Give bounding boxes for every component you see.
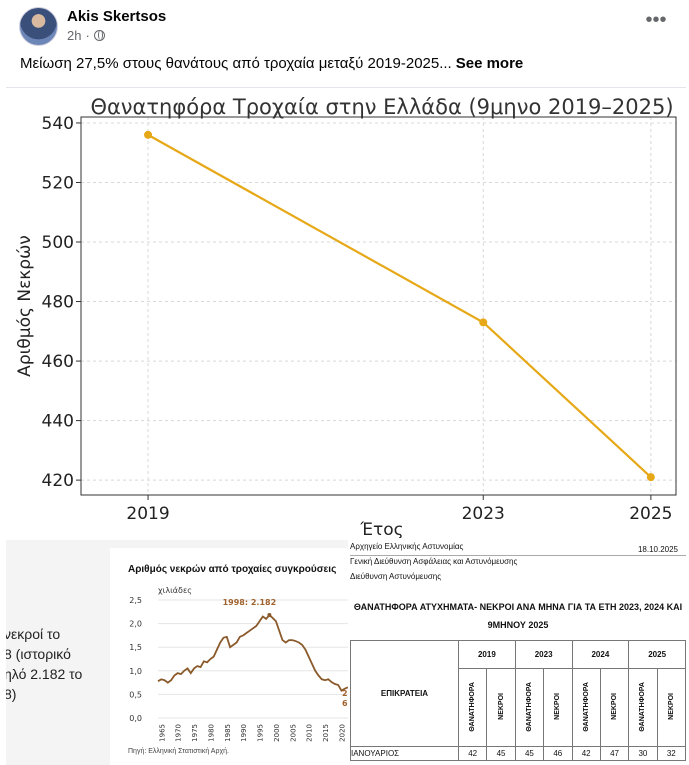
y-tick-label: 520 (42, 173, 74, 193)
mini-x-tick-label: 1975 (191, 724, 199, 742)
mini-last-annotation: 202 (342, 689, 348, 698)
historical-chart-title: Αριθμός νεκρών από τροχαίες συγκρούσεις (128, 564, 337, 575)
x-tick-label: 2019 (126, 504, 169, 524)
archive-row: Αρχηγείο Ελληνικής Αστυνομίας 18.10.2025 (350, 542, 686, 556)
mini-x-tick-label: 1985 (224, 724, 232, 742)
col-dead-header: ΝΕΚΡΟΙ (667, 693, 675, 720)
mini-x-tick-label: 2015 (322, 724, 330, 742)
data-point (646, 473, 655, 482)
post-time[interactable]: 2h (67, 28, 82, 43)
col-fatal-header: ΘΑΝΑΤΗΦΟΡΑ (469, 681, 477, 732)
more-options-button[interactable]: ••• (645, 9, 667, 31)
y-tick-label: 540 (42, 114, 74, 134)
col-dead-header: ΝΕΚΡΟΙ (554, 693, 562, 720)
year-header: 2024 (571, 640, 630, 669)
table-cell: 46 (543, 746, 573, 761)
col-dead-header: ΝΕΚΡΟΙ (497, 693, 505, 720)
post-header: Akis Skertsos 2h · ••• (0, 0, 689, 52)
row-month: ΙΑΝΟΥΑΡΙΟΣ (350, 746, 459, 761)
mini-x-tick-label: 1995 (257, 724, 265, 742)
historical-chart-source: Πηγή: Ελληνική Στατιστική Αρχή. (128, 748, 229, 755)
mini-y-tick-label: 0,0 (129, 714, 142, 723)
dept1-label: Γενική Διεύθυνση Ασφάλειας και Αστυνόμευ… (350, 557, 518, 566)
data-point (144, 130, 153, 139)
mini-last-value: 62 (342, 699, 348, 708)
col-fatal-header: ΘΑΝΑΤΗΦΟΡΑ (582, 681, 590, 732)
main-chart-svg: Θανατηφόρα Τροχαία στην Ελλάδα (9μηνο 20… (15, 95, 677, 538)
y-tick-label: 480 (42, 293, 74, 313)
post-meta: 2h · (67, 28, 105, 43)
historical-chart: Αριθμός νεκρών από τροχαίες συγκρούσεις … (110, 548, 348, 765)
historical-chart-panel: νεκροί το 8 (ιστορικό ηλό 2.182 το 8) Αρ… (6, 540, 348, 765)
chart-title: Θανατηφόρα Τροχαία στην Ελλάδα (9μηνο 20… (90, 95, 673, 119)
y-tick-label: 460 (42, 352, 74, 372)
data-point (479, 318, 488, 327)
table-cell: 42 (457, 746, 488, 761)
table-cell: 47 (599, 746, 630, 761)
table-cell: 45 (486, 746, 516, 761)
col-dead-header: ΝΕΚΡΟΙ (611, 693, 619, 720)
side-text-line: 8 (ιστορικό (6, 646, 71, 662)
side-text-line: 8) (6, 686, 17, 702)
mini-x-tick-label: 2005 (289, 724, 297, 742)
side-text: νεκροί το 8 (ιστορικό ηλό 2.182 το 8) (6, 624, 82, 704)
y-tick-label: 420 (42, 471, 74, 491)
main-line-chart: Θανατηφόρα Τροχαία στην Ελλάδα (9μηνο 20… (6, 88, 686, 538)
mini-series-line (157, 613, 348, 692)
mini-x-tick-label: 2000 (273, 724, 281, 742)
mini-x-tick-label: 1965 (158, 724, 166, 742)
mini-x-tick-label: 2020 (338, 724, 346, 742)
document-date: 18.10.2025 (637, 545, 678, 554)
side-text-line: νεκροί το (6, 626, 61, 642)
year-header: 2025 (628, 640, 686, 669)
mini-x-tick-label: 1990 (240, 724, 248, 742)
author-avatar[interactable] (19, 7, 58, 46)
mini-y-tick-label: 1,5 (129, 643, 142, 652)
mini-y-tick-label: 2,5 (129, 596, 142, 605)
post-text: Μείωση 27,5% στους θανάτους από τροχαία … (20, 55, 523, 72)
mini-peak-point (267, 613, 272, 618)
table-cell: 32 (656, 746, 686, 761)
mini-x-tick-label: 2010 (306, 724, 314, 742)
mini-y-tick-label: 0,5 (129, 690, 142, 699)
meta-separator: · (85, 28, 90, 43)
x-axis-label: Έτος (359, 520, 403, 538)
table-cell: 42 (571, 746, 601, 761)
col-fatal-header: ΘΑΝΑΤΗΦΟΡΑ (525, 681, 533, 732)
year-header: 2019 (458, 640, 516, 669)
table-cell: 30 (628, 746, 658, 761)
table-cell: 45 (514, 746, 545, 761)
see-more-link[interactable]: See more (455, 55, 524, 72)
police-table-panel: Αρχηγείο Ελληνικής Αστυνομίας 18.10.2025… (350, 540, 686, 765)
side-text-line: ηλό 2.182 το (6, 666, 83, 682)
year-header: 2023 (514, 640, 573, 669)
mini-peak-annotation: 1998: 2.182 (223, 598, 277, 607)
plot-frame (80, 116, 677, 496)
archive-label: Αρχηγείο Ελληνικής Αστυνομίας (350, 542, 464, 551)
x-tick-label: 2025 (629, 504, 672, 524)
dept2-label: Διεύθυνση Αστυνόμευσης (350, 572, 442, 581)
mini-x-tick-label: 1980 (207, 724, 215, 742)
author-name[interactable]: Akis Skertsos (67, 8, 167, 25)
post-media[interactable]: Θανατηφόρα Τροχαία στην Ελλάδα (9μηνο 20… (6, 87, 686, 765)
fatalities-table: ΕΠΙΚΡΑΤΕΙΑ 2019 2023 2024 2025 ΘΑΝΑΤΗΦΟΡ… (350, 640, 686, 761)
document-title-line: ΘΑΝΑΤΗΦΟΡΑ ΑΤΥΧΗΜΑΤΑ- ΝΕΚΡΟΙ ΑΝΑ ΜΗΝΑ ΓΙ… (353, 602, 683, 612)
historical-chart-svg: 0,0 0,5 1,0 1,5 2,0 2,5 χιλιάδες 1965 1970 1975 19… (129, 586, 348, 742)
y-tick-label: 440 (42, 412, 74, 432)
mini-y-tick-label: 2,0 (129, 620, 142, 629)
x-tick-label: 2023 (462, 504, 505, 524)
document-title: ΘΑΝΑΤΗΦΟΡΑ ΑΤΥΧΗΜΑΤΑ- ΝΕΚΡΟΙ ΑΝΑ ΜΗΝΑ ΓΙ… (350, 598, 686, 634)
mini-unit-label: χιλιάδες (158, 586, 192, 595)
table-row: ΙΑΝΟΥΑΡΙΟΣ 42 45 45 46 42 47 30 32 (350, 746, 686, 761)
mini-x-tick-label: 1970 (175, 724, 183, 742)
col-fatal-header: ΘΑΝΑΤΗΦΟΡΑ (639, 681, 647, 732)
post-text-body: Μείωση 27,5% στους θανάτους από τροχαία … (20, 55, 452, 72)
region-header: ΕΠΙΚΡΑΤΕΙΑ (350, 640, 459, 747)
y-tick-label: 500 (42, 233, 74, 253)
series-line (147, 133, 652, 478)
mini-y-tick-label: 1,0 (129, 667, 142, 676)
y-axis-label: Αριθμός Νεκρών (15, 235, 35, 377)
document-title-line: 9ΜΗΝΟΥ 2025 (487, 620, 549, 630)
globe-icon (93, 30, 105, 41)
